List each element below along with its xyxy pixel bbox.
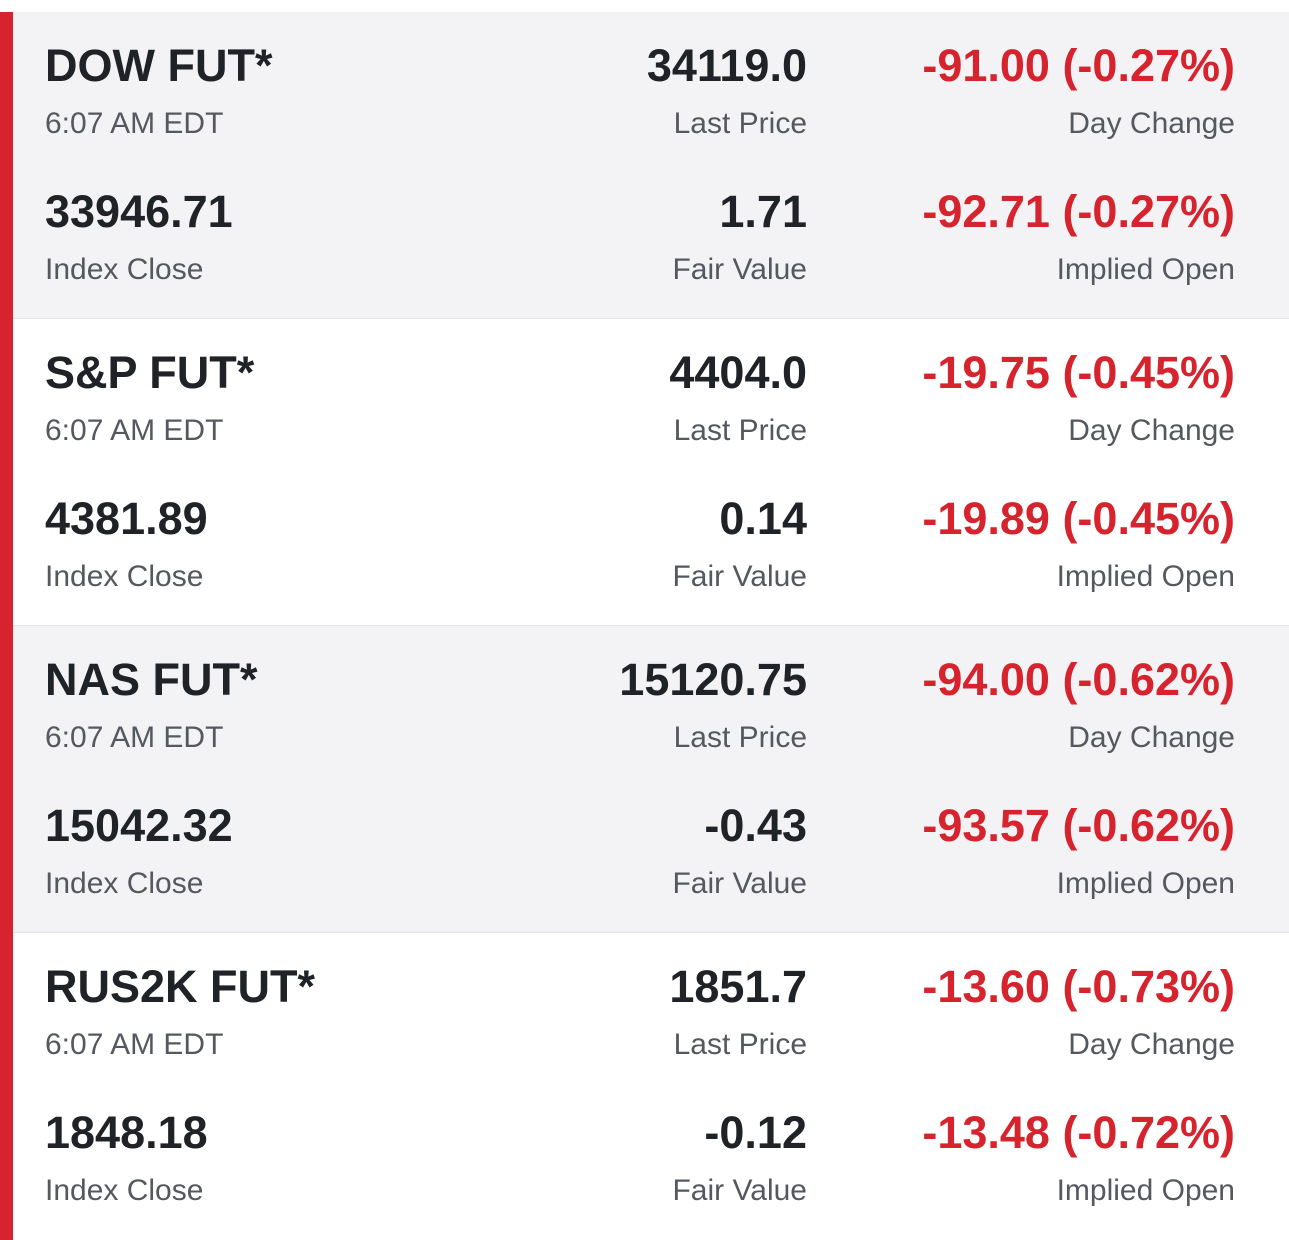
index-row: 1848.18 Index Close -0.12 Fair Value -13… bbox=[45, 1107, 1235, 1217]
index-close-cell: 15042.32 Index Close bbox=[45, 800, 233, 902]
day-change-value: -19.75 (-0.45%) bbox=[922, 347, 1235, 398]
implied-open-value: -92.71 (-0.27%) bbox=[922, 186, 1235, 237]
index-close-value: 15042.32 bbox=[45, 800, 233, 851]
implied-open-cell: -19.89 (-0.45%) Implied Open bbox=[922, 493, 1235, 595]
last-price-cell: 15120.75 Last Price bbox=[619, 654, 807, 756]
last-price-label: Last Price bbox=[673, 1028, 807, 1061]
implied-open-value: -19.89 (-0.45%) bbox=[922, 493, 1235, 544]
fair-value-label: Fair Value bbox=[672, 867, 807, 900]
fair-value-value: 0.14 bbox=[719, 493, 807, 544]
implied-open-cell: -93.57 (-0.62%) Implied Open bbox=[922, 800, 1235, 902]
index-close-value: 33946.71 bbox=[45, 186, 233, 237]
divider bbox=[13, 625, 1289, 626]
future-card-dow[interactable]: DOW FUT* 6:07 AM EDT 34119.0 Last Price … bbox=[0, 12, 1289, 319]
last-price-label: Last Price bbox=[673, 414, 807, 447]
fair-value-cell: 0.14 Fair Value bbox=[672, 493, 807, 595]
accent-bar bbox=[0, 319, 13, 626]
index-close-label: Index Close bbox=[45, 867, 204, 900]
day-change-cell: -19.75 (-0.45%) Day Change bbox=[922, 347, 1235, 449]
fair-value-label: Fair Value bbox=[672, 1174, 807, 1207]
implied-open-cell: -92.71 (-0.27%) Implied Open bbox=[922, 186, 1235, 288]
index-close-cell: 1848.18 Index Close bbox=[45, 1107, 208, 1209]
future-name[interactable]: NAS FUT* bbox=[45, 654, 258, 705]
fair-value-label: Fair Value bbox=[672, 253, 807, 286]
fair-value-cell: 1.71 Fair Value bbox=[672, 186, 807, 288]
accent-bar bbox=[0, 626, 13, 933]
last-price-cell: 4404.0 Last Price bbox=[669, 347, 807, 449]
future-card-rus2k[interactable]: RUS2K FUT* 6:07 AM EDT 1851.7 Last Price… bbox=[0, 933, 1289, 1240]
day-change-value: -13.60 (-0.73%) bbox=[922, 961, 1235, 1012]
last-price-value: 15120.75 bbox=[619, 654, 807, 705]
fair-value-value: -0.12 bbox=[704, 1107, 807, 1158]
day-change-cell: -91.00 (-0.27%) Day Change bbox=[922, 40, 1235, 142]
day-change-label: Day Change bbox=[1068, 721, 1235, 754]
accent-bar bbox=[0, 933, 13, 1240]
day-change-value: -91.00 (-0.27%) bbox=[922, 40, 1235, 91]
future-name[interactable]: S&P FUT* bbox=[45, 347, 255, 398]
index-close-cell: 4381.89 Index Close bbox=[45, 493, 208, 595]
day-change-value: -94.00 (-0.62%) bbox=[922, 654, 1235, 705]
day-change-cell: -94.00 (-0.62%) Day Change bbox=[922, 654, 1235, 756]
quote-row: S&P FUT* 6:07 AM EDT 4404.0 Last Price -… bbox=[45, 347, 1235, 457]
last-price-value: 4404.0 bbox=[669, 347, 807, 398]
last-price-value: 34119.0 bbox=[646, 40, 807, 91]
index-close-value: 1848.18 bbox=[45, 1107, 208, 1158]
accent-bar bbox=[0, 12, 13, 319]
implied-open-label: Implied Open bbox=[1056, 1174, 1235, 1207]
future-name[interactable]: RUS2K FUT* bbox=[45, 961, 316, 1012]
future-name-cell: DOW FUT* 6:07 AM EDT bbox=[45, 40, 272, 142]
quote-time: 6:07 AM EDT bbox=[45, 414, 224, 447]
future-card-nas[interactable]: NAS FUT* 6:07 AM EDT 15120.75 Last Price… bbox=[0, 626, 1289, 933]
index-row: 15042.32 Index Close -0.43 Fair Value -9… bbox=[45, 800, 1235, 910]
day-change-label: Day Change bbox=[1068, 1028, 1235, 1061]
fair-value-value: -0.43 bbox=[704, 800, 807, 851]
last-price-cell: 1851.7 Last Price bbox=[669, 961, 807, 1063]
quote-time: 6:07 AM EDT bbox=[45, 721, 224, 754]
index-close-label: Index Close bbox=[45, 1174, 204, 1207]
last-price-label: Last Price bbox=[673, 721, 807, 754]
future-name-cell: NAS FUT* 6:07 AM EDT bbox=[45, 654, 258, 756]
index-close-value: 4381.89 bbox=[45, 493, 208, 544]
index-close-label: Index Close bbox=[45, 560, 204, 593]
future-name-cell: RUS2K FUT* 6:07 AM EDT bbox=[45, 961, 315, 1063]
implied-open-label: Implied Open bbox=[1056, 867, 1235, 900]
future-name-cell: S&P FUT* 6:07 AM EDT bbox=[45, 347, 254, 449]
quote-row: RUS2K FUT* 6:07 AM EDT 1851.7 Last Price… bbox=[45, 961, 1235, 1071]
index-close-cell: 33946.71 Index Close bbox=[45, 186, 233, 288]
futures-list: DOW FUT* 6:07 AM EDT 34119.0 Last Price … bbox=[0, 12, 1289, 1240]
day-change-label: Day Change bbox=[1068, 107, 1235, 140]
day-change-cell: -13.60 (-0.73%) Day Change bbox=[922, 961, 1235, 1063]
future-card-sp[interactable]: S&P FUT* 6:07 AM EDT 4404.0 Last Price -… bbox=[0, 319, 1289, 626]
last-price-value: 1851.7 bbox=[669, 961, 807, 1012]
last-price-label: Last Price bbox=[673, 107, 807, 140]
fair-value-value: 1.71 bbox=[719, 186, 807, 237]
implied-open-label: Implied Open bbox=[1056, 560, 1235, 593]
day-change-label: Day Change bbox=[1068, 414, 1235, 447]
quote-time: 6:07 AM EDT bbox=[45, 1028, 224, 1061]
future-name[interactable]: DOW FUT* bbox=[45, 40, 273, 91]
quote-row: DOW FUT* 6:07 AM EDT 34119.0 Last Price … bbox=[45, 40, 1235, 150]
index-row: 4381.89 Index Close 0.14 Fair Value -19.… bbox=[45, 493, 1235, 603]
fair-value-cell: -0.43 Fair Value bbox=[672, 800, 807, 902]
fair-value-label: Fair Value bbox=[672, 560, 807, 593]
index-row: 33946.71 Index Close 1.71 Fair Value -92… bbox=[45, 186, 1235, 296]
implied-open-cell: -13.48 (-0.72%) Implied Open bbox=[922, 1107, 1235, 1209]
divider bbox=[13, 318, 1289, 319]
fair-value-cell: -0.12 Fair Value bbox=[672, 1107, 807, 1209]
quote-time: 6:07 AM EDT bbox=[45, 107, 224, 140]
implied-open-label: Implied Open bbox=[1056, 253, 1235, 286]
implied-open-value: -93.57 (-0.62%) bbox=[922, 800, 1235, 851]
last-price-cell: 34119.0 Last Price bbox=[647, 40, 807, 142]
index-close-label: Index Close bbox=[45, 253, 204, 286]
implied-open-value: -13.48 (-0.72%) bbox=[922, 1107, 1235, 1158]
quote-row: NAS FUT* 6:07 AM EDT 15120.75 Last Price… bbox=[45, 654, 1235, 764]
divider bbox=[13, 932, 1289, 933]
